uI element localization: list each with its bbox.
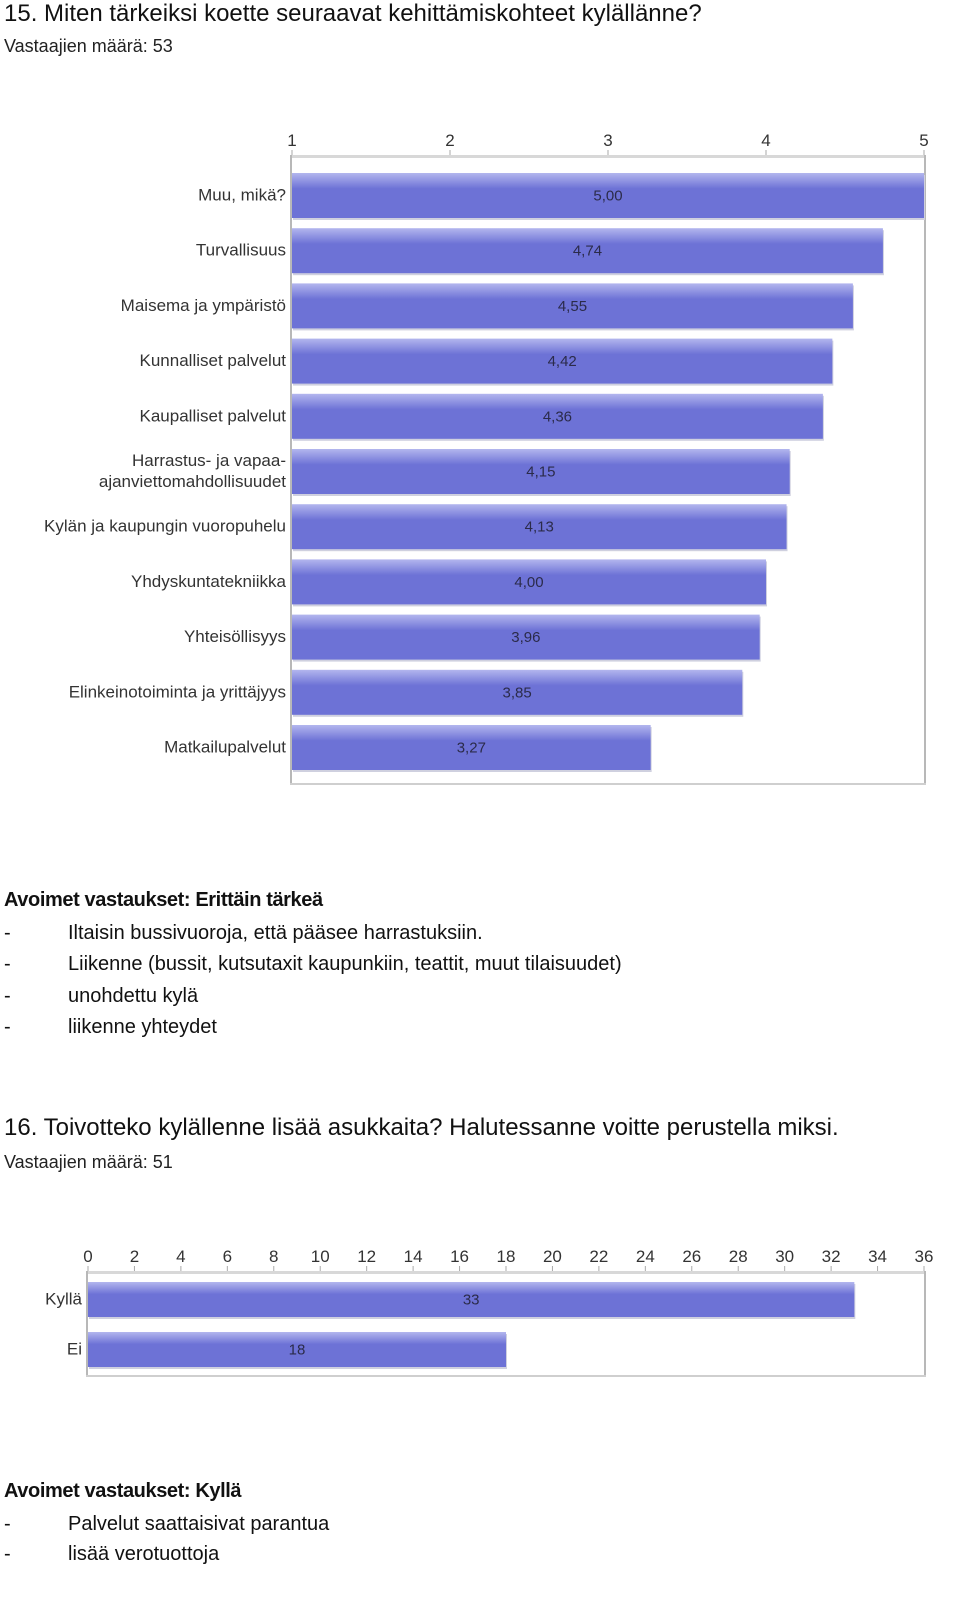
- x-tick-label: 16: [450, 1247, 469, 1266]
- x-tick-label: 22: [589, 1247, 608, 1266]
- x-tick-label: 2: [130, 1247, 139, 1266]
- q16-open-answers-heading: Avoimet vastaukset: Kyllä: [4, 1480, 242, 1502]
- answer-text: lisää verotuottoja: [68, 1543, 220, 1565]
- bar: [88, 1282, 855, 1317]
- bar-value-label: 4,15: [526, 464, 555, 481]
- bar: [292, 449, 790, 494]
- list-dash: -: [4, 985, 11, 1007]
- x-tick-label: 2: [445, 131, 454, 150]
- question-15-title: 15. Miten tärkeiksi koette seuraavat keh…: [4, 0, 702, 27]
- x-tick-label: 6: [223, 1247, 232, 1266]
- x-tick-label: 34: [868, 1247, 887, 1266]
- category-label: ajanviettomahdollisuudet: [99, 472, 286, 491]
- x-tick-label: 30: [775, 1247, 794, 1266]
- list-dash: -: [4, 922, 11, 944]
- x-tick-label: 14: [404, 1247, 423, 1266]
- category-label: Turvallisuus: [196, 241, 286, 260]
- bar: [292, 228, 883, 274]
- category-label: Maisema ja ympäristö: [121, 296, 286, 315]
- question-16-respondent-count: Vastaajien määrä: 51: [4, 1152, 173, 1172]
- bar: [292, 725, 651, 770]
- category-label: Kyllä: [45, 1290, 82, 1309]
- x-tick-label: 4: [761, 131, 770, 150]
- x-tick-label: 10: [311, 1247, 330, 1266]
- list-dash: -: [4, 1016, 11, 1038]
- bar: [292, 614, 760, 660]
- bar: [292, 669, 743, 715]
- chart-q15: 1 2 3 4 5 5,00 Muu, mikä? 4,74 Turvallisuus 4,55 M…: [0, 120, 960, 800]
- x-tick-label: 3: [603, 131, 612, 150]
- category-label: Kunnalliset palvelut: [140, 351, 287, 370]
- category-label: Yhteisöllisyys: [184, 627, 286, 646]
- category-label: Matkailupalvelut: [164, 738, 286, 757]
- list-dash: -: [4, 953, 11, 975]
- bar-value-label: 4,74: [573, 243, 602, 260]
- bar-value-label: 5,00: [593, 188, 622, 205]
- answer-text: Iltaisin bussivuoroja, että pääsee harra…: [68, 922, 483, 944]
- category-label: Kylän ja kaupungin vuoropuhelu: [44, 517, 286, 536]
- category-label: Ei: [67, 1340, 82, 1359]
- x-axis-line: [290, 155, 926, 158]
- bar: [292, 504, 787, 550]
- category-label: Elinkeinotoiminta ja yrittäjyys: [69, 682, 286, 701]
- bar-value-label: 33: [463, 1292, 480, 1309]
- q15-open-answers-heading: Avoimet vastaukset: Erittäin tärkeä: [4, 889, 323, 911]
- x-tick-label: 8: [269, 1247, 278, 1266]
- x-tick-label: 20: [543, 1247, 562, 1266]
- bar: [292, 559, 766, 605]
- category-label: Muu, mikä?: [198, 186, 286, 205]
- bar-value-label: 3,85: [503, 684, 532, 701]
- x-tick-label: 36: [915, 1247, 934, 1266]
- x-tick-label: 18: [497, 1247, 516, 1266]
- bar: [88, 1332, 506, 1367]
- chart-q15-svg: 1 2 3 4 5 5,00 Muu, mikä? 4,74 Turvallisuus 4,55 M…: [44, 131, 929, 785]
- x-tick-label: 4: [176, 1247, 185, 1266]
- x-tick-label: 26: [682, 1247, 701, 1266]
- bar: [292, 173, 924, 218]
- bar: [292, 338, 833, 384]
- x-tick-label: 28: [729, 1247, 748, 1266]
- x-axis-line: [86, 1271, 926, 1274]
- category-label: Yhdyskuntatekniikka: [131, 572, 287, 591]
- bar-value-label: 4,55: [558, 298, 587, 315]
- bar: [292, 393, 823, 439]
- question-15-respondent-count: Vastaajien määrä: 53: [4, 36, 173, 56]
- answer-text: Palvelut saattaisivat parantua: [68, 1513, 330, 1535]
- bar-value-label: 4,36: [543, 408, 572, 425]
- x-tick-label: 24: [636, 1247, 655, 1266]
- chart-q16: 0 2 4 6 8 10 12 14 16 18 20 22 24 26 28 30 32 34 36 33 Kyllä…: [0, 1236, 960, 1386]
- category-label: Kaupalliset palvelut: [140, 406, 287, 425]
- answer-text: liikenne yhteydet: [68, 1016, 217, 1038]
- bar-value-label: 3,27: [457, 740, 486, 757]
- bar-value-label: 4,42: [548, 353, 577, 370]
- list-dash: -: [4, 1543, 11, 1565]
- bar-value-label: 18: [289, 1342, 306, 1359]
- answer-text: unohdettu kylä: [68, 985, 199, 1007]
- list-dash: -: [4, 1513, 11, 1535]
- bar-value-label: 4,13: [525, 519, 554, 536]
- bar: [292, 283, 853, 329]
- x-tick-label: 32: [822, 1247, 841, 1266]
- x-tick-label: 5: [919, 131, 928, 150]
- x-tick-label: 0: [83, 1247, 92, 1266]
- question-16-title: 16. Toivotteko kylällenne lisää asukkait…: [4, 1114, 839, 1141]
- x-tick-label: 12: [357, 1247, 376, 1266]
- answer-text: Liikenne (bussit, kutsutaxit kaupunkiin,…: [68, 953, 622, 975]
- bar-value-label: 4,00: [514, 574, 543, 591]
- chart-q16-svg: 0 2 4 6 8 10 12 14 16 18 20 22 24 26 28 30 32 34 3633Kyllä…: [45, 1247, 934, 1377]
- x-tick-label: 1: [287, 131, 296, 150]
- category-label: Harrastus- ja vapaa-: [132, 451, 286, 470]
- bar-value-label: 3,96: [511, 629, 540, 646]
